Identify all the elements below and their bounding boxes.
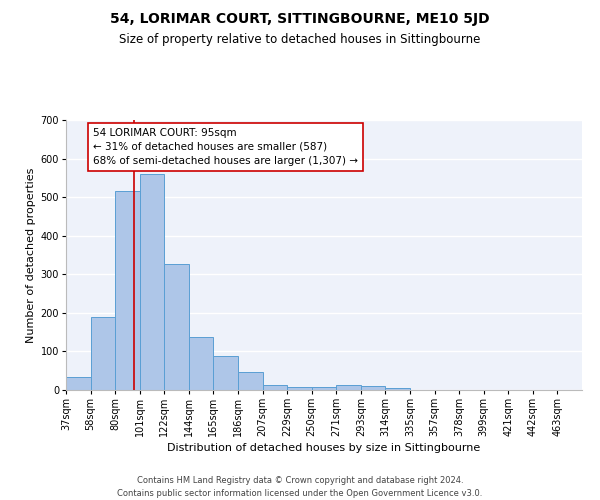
Bar [238,372,263,390]
Bar [263,385,287,390]
Bar [312,387,336,390]
Text: Size of property relative to detached houses in Sittingbourne: Size of property relative to detached ho… [119,32,481,46]
Bar [164,264,189,390]
Bar [91,316,115,390]
Bar [66,378,91,390]
Text: Contains HM Land Registry data © Crown copyright and database right 2024.
Contai: Contains HM Land Registry data © Crown c… [118,476,482,498]
Bar [385,388,410,390]
Bar [140,174,164,390]
Text: 54 LORIMAR COURT: 95sqm
← 31% of detached houses are smaller (587)
68% of semi-d: 54 LORIMAR COURT: 95sqm ← 31% of detache… [93,128,358,166]
Bar [287,387,312,390]
X-axis label: Distribution of detached houses by size in Sittingbourne: Distribution of detached houses by size … [167,444,481,454]
Text: 54, LORIMAR COURT, SITTINGBOURNE, ME10 5JD: 54, LORIMAR COURT, SITTINGBOURNE, ME10 5… [110,12,490,26]
Bar [115,192,140,390]
Bar [336,385,361,390]
Y-axis label: Number of detached properties: Number of detached properties [26,168,37,342]
Bar [214,356,238,390]
Bar [361,386,385,390]
Bar [189,337,214,390]
